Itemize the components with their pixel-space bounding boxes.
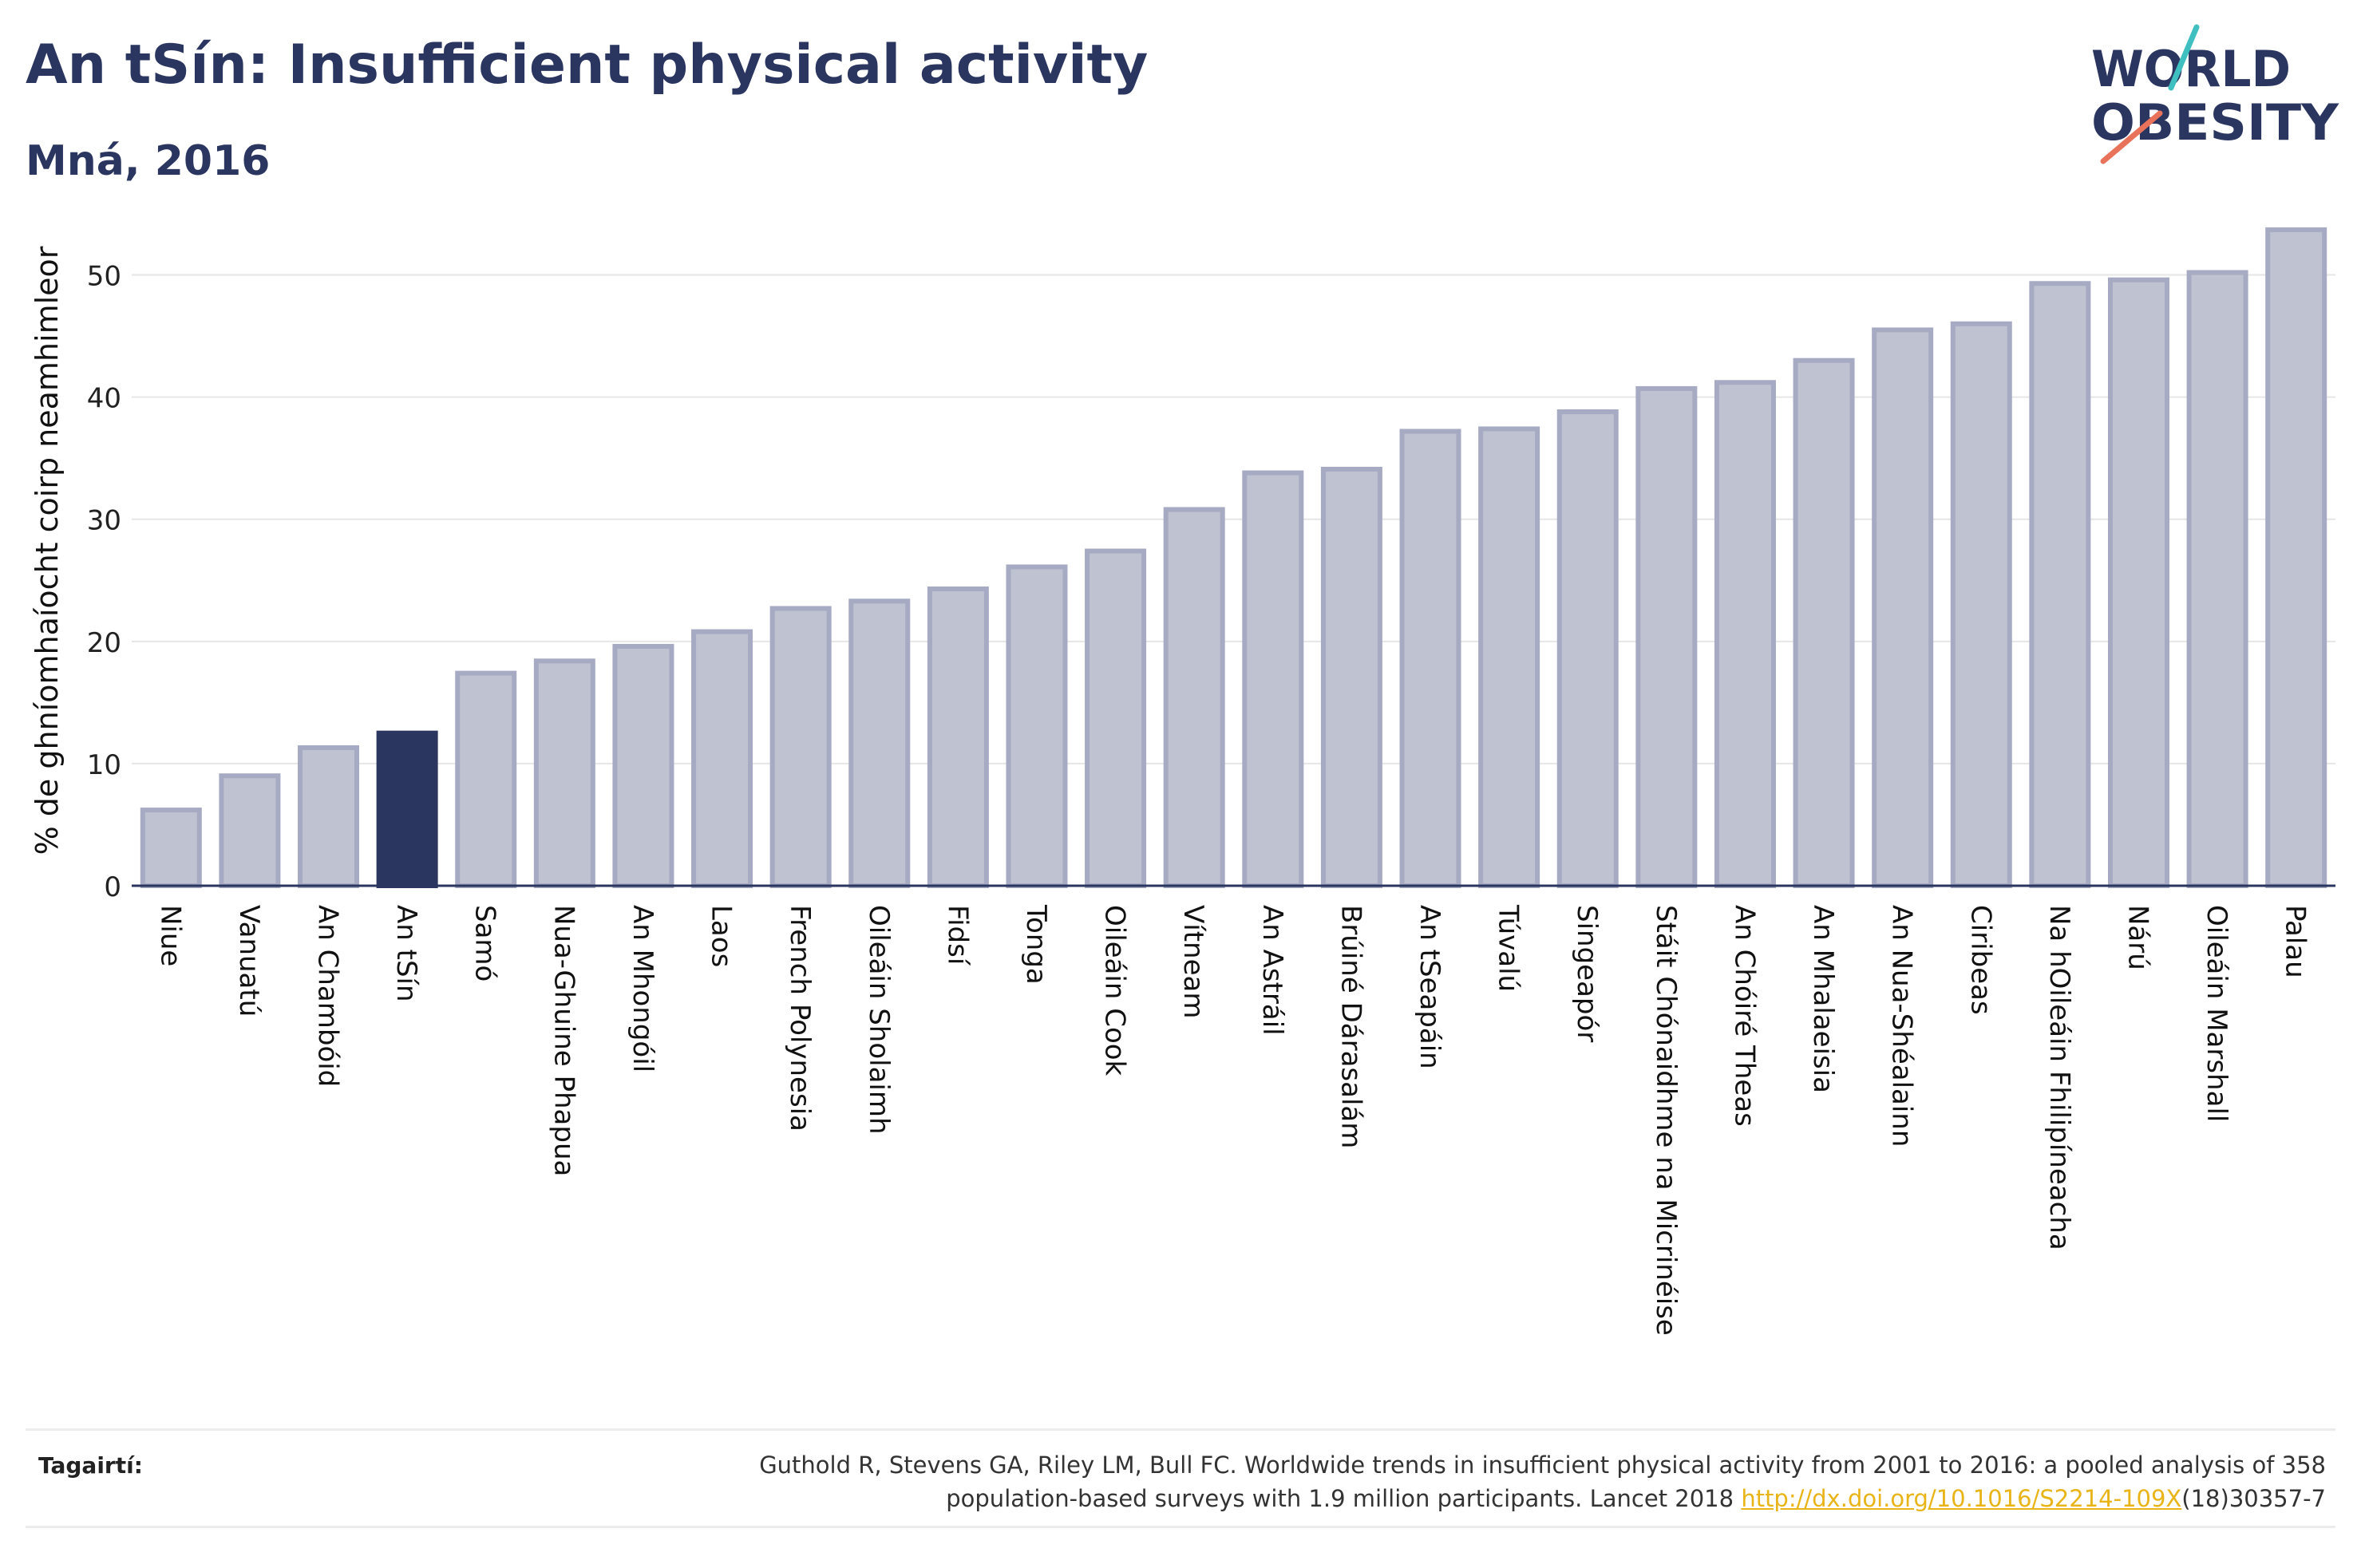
y-tick-label-20: 20 [87,627,121,659]
x-tick-label-14: An Astráil [1256,905,1288,1036]
references-line2-after: (18)30357-7 [2181,1485,2326,1512]
x-tick-label-27: Palau [2280,905,2312,978]
x-tick-label-24: Na hOileáin Fhilipíneacha [2043,905,2075,1250]
x-tick-label-12: Oileáin Cook [1099,905,1131,1076]
bar-22 [1872,327,1934,889]
references-label: Tagairtí: [38,1452,143,1479]
footer-divider-bottom [26,1526,2335,1528]
bar-18 [1556,409,1619,888]
bar-17 [1478,426,1540,888]
x-tick-label-4: Samó [469,905,501,981]
bar-9 [848,598,911,888]
bar-1 [219,773,281,889]
logo-line2: OBESITY [2091,93,2339,152]
footer-divider-top [26,1428,2335,1431]
bar-5 [533,658,595,889]
bar-12 [1085,548,1147,888]
references-line1: Guthold R, Stevens GA, Riley LM, Bull FC… [759,1451,2326,1479]
chart-subtitle: Mná, 2016 [26,137,271,185]
x-tick-label-1: Vanuatú [233,905,265,1017]
bar-2 [298,745,360,888]
bar-10 [927,586,989,888]
x-tick-label-3: An tSín [390,905,422,1002]
x-tick-label-11: Tonga [1020,904,1052,985]
bar-8 [769,606,832,888]
references-line2-before: population-based surveys with 1.9 millio… [946,1485,1742,1512]
x-tick-label-16: An tSeapáin [1414,905,1445,1069]
bar-6 [612,643,674,889]
bar-24 [2029,281,2091,888]
y-tick-label-30: 30 [87,505,121,537]
x-tick-label-21: An Mhalaeisia [1807,905,1839,1093]
bar-16 [1399,429,1461,888]
x-tick-label-22: An Nua-Shéalainn [1886,905,1918,1147]
x-tick-label-25: Nárú [2122,905,2153,970]
x-tick-label-0: Niue [154,905,186,966]
x-tick-label-17: Túvalú [1493,904,1525,992]
x-tick-label-23: Ciribeas [1964,905,1996,1015]
bar-23 [1950,321,2012,889]
references-text: Guthold R, Stevens GA, Riley LM, Bull FC… [410,1448,2326,1515]
bar-26 [2186,270,2248,888]
world-obesity-logo: WORLD OBESITY [2091,24,2339,164]
bar-3 [376,730,438,888]
bar-4 [455,670,517,888]
bar-15 [1320,466,1382,888]
y-tick-label-50: 50 [87,261,121,293]
bar-0 [140,808,202,888]
y-tick-label-40: 40 [87,383,121,415]
x-tick-label-26: Oileáin Marshall [2201,905,2232,1122]
y-tick-label-10: 10 [87,749,121,781]
x-tick-label-10: Fidsí [941,905,973,966]
bar-19 [1635,385,1698,889]
x-tick-label-6: An Mhongóil [627,905,658,1072]
bar-chart: 0 10 20 30 40 50 Niue Vanuatú An Chambóid An tSín… [30,227,2335,1336]
x-tick-label-7: Laos [706,905,738,967]
x-tick-label-9: Oileáin Sholaimh [863,905,895,1135]
bars [140,227,2327,889]
references-doi-link[interactable]: http://dx.doi.org/10.1016/S2214-109X [1741,1485,2182,1512]
bar-11 [1006,564,1068,888]
x-tick-label-5: Nua-Ghuine Phapua [548,905,579,1176]
bar-14 [1242,470,1304,888]
bar-25 [2107,277,2169,889]
bar-21 [1793,357,1855,888]
y-axis-label: % de ghníomhaíocht coirp neamhimleor [30,246,65,855]
x-tick-label-8: French Polynesia [784,905,816,1132]
bar-20 [1714,380,1776,888]
bar-7 [691,629,753,888]
x-tick-label-18: Singeapór [1571,905,1603,1042]
x-tick-label-20: An Chóiré Theas [1728,905,1760,1127]
x-tick-label-15: Brúiné Dárasalám [1335,905,1366,1148]
y-tick-label-0: 0 [104,871,121,903]
x-tick-label-13: Vítneam [1177,905,1209,1018]
bar-27 [2265,227,2327,889]
x-tick-label-19: Stáit Chónaidhme na Micrinéise [1650,905,1682,1336]
x-tick-label-2: An Chambóid [312,905,344,1087]
bar-13 [1163,507,1225,888]
logo-line1: WORLD [2091,40,2291,98]
chart-title: An tSín: Insufficient physical activity [26,34,1149,97]
tick-labels: 0 10 20 30 40 50 Niue Vanuatú An Chambóid An tSín… [87,261,2312,1336]
